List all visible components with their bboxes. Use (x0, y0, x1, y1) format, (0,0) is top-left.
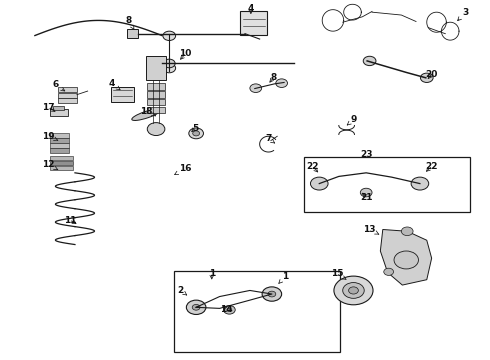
Circle shape (360, 188, 372, 197)
Text: 14: 14 (220, 305, 233, 314)
Bar (127, 30, 139, 38)
Bar (111, 87, 134, 102)
Bar (49, 109, 68, 116)
Bar (49, 166, 73, 170)
Bar (49, 143, 69, 148)
Circle shape (227, 308, 232, 312)
Text: 11: 11 (64, 216, 76, 225)
Text: 8: 8 (270, 73, 276, 82)
Bar (49, 138, 69, 143)
Text: 9: 9 (347, 115, 357, 125)
Circle shape (411, 177, 429, 190)
Text: 1: 1 (209, 269, 215, 279)
Bar (58, 87, 77, 92)
Text: 6: 6 (52, 81, 65, 91)
Bar (147, 56, 166, 80)
Text: 18: 18 (140, 107, 155, 116)
Bar (58, 93, 77, 98)
Text: 21: 21 (360, 193, 372, 202)
Ellipse shape (132, 109, 161, 121)
Text: 3: 3 (458, 8, 469, 21)
Text: 15: 15 (331, 269, 346, 279)
Polygon shape (380, 229, 432, 285)
Text: 7: 7 (265, 134, 275, 143)
Text: 22: 22 (306, 162, 318, 172)
Text: 4: 4 (109, 80, 120, 90)
Bar (58, 98, 77, 103)
Text: 20: 20 (425, 70, 438, 79)
Bar (174, 271, 340, 352)
Bar (240, 12, 267, 35)
Text: 4: 4 (247, 4, 254, 14)
Circle shape (163, 31, 175, 41)
Text: 2: 2 (177, 286, 187, 295)
Circle shape (163, 59, 175, 68)
Circle shape (193, 131, 199, 136)
Bar (147, 83, 165, 90)
Circle shape (147, 123, 165, 135)
Bar (147, 107, 165, 113)
Text: 1: 1 (279, 272, 288, 283)
Circle shape (348, 287, 358, 294)
Text: 10: 10 (179, 49, 192, 59)
Circle shape (163, 63, 175, 73)
Bar (147, 91, 165, 98)
Text: 17: 17 (42, 103, 55, 112)
Bar (49, 161, 73, 165)
Circle shape (186, 300, 206, 315)
Bar (49, 156, 73, 160)
Bar (49, 148, 69, 153)
Text: 19: 19 (42, 132, 58, 141)
Circle shape (189, 128, 203, 139)
Circle shape (268, 291, 276, 297)
Text: 5: 5 (192, 123, 198, 132)
Circle shape (343, 283, 364, 298)
Bar (49, 134, 69, 138)
Text: 22: 22 (425, 162, 438, 171)
Bar (53, 106, 64, 110)
Bar (147, 99, 165, 105)
Text: 23: 23 (360, 150, 372, 159)
Text: 16: 16 (174, 164, 192, 175)
Text: 12: 12 (42, 161, 58, 170)
Circle shape (192, 305, 200, 310)
Circle shape (401, 227, 413, 235)
Circle shape (223, 306, 235, 314)
Circle shape (250, 84, 262, 93)
Circle shape (420, 73, 433, 82)
Circle shape (394, 251, 418, 269)
Circle shape (311, 177, 328, 190)
Circle shape (276, 79, 288, 87)
Bar (304, 157, 470, 212)
Text: 8: 8 (125, 16, 134, 29)
Circle shape (334, 276, 373, 305)
Circle shape (384, 268, 393, 275)
Circle shape (363, 56, 376, 66)
Circle shape (262, 287, 282, 301)
Text: 13: 13 (364, 225, 379, 234)
